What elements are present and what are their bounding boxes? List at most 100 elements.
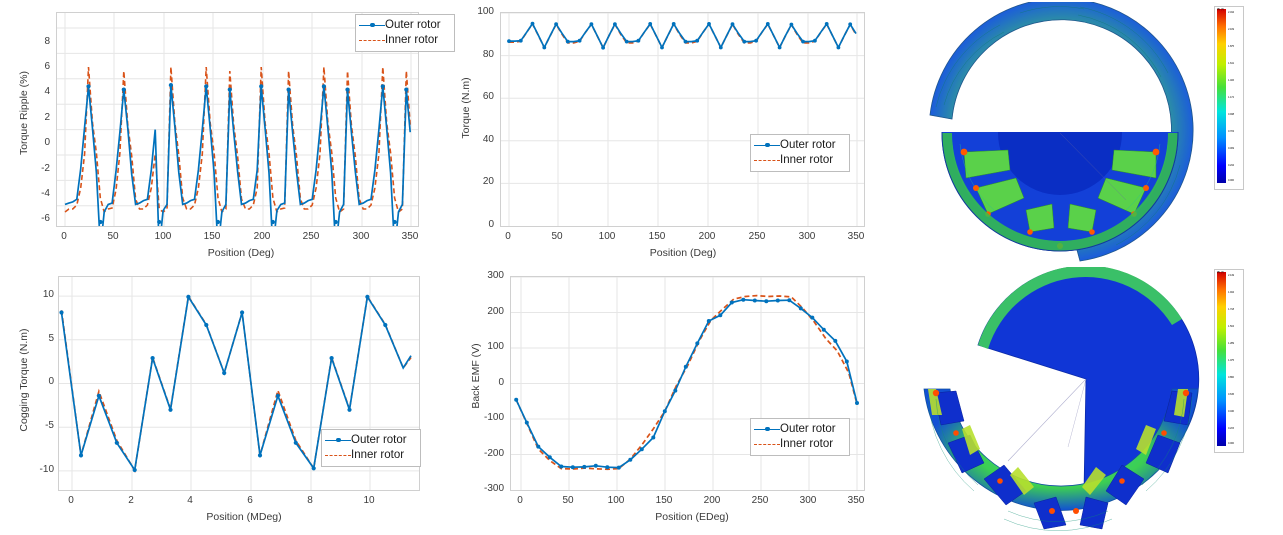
xtick-tr-0: 0 [61,231,67,242]
colorbar-label-bottom-10: 0.000 [1228,442,1234,445]
ytick-emf-0: 0 [498,376,504,388]
stator-teeth-top-fig [963,149,1157,233]
legend-torque[interactable]: Outer rotor Inner rotor [750,134,850,172]
yaxis-label-torque: Torque (N.m) [460,77,472,139]
colorbar-strip-top [1217,9,1226,183]
ytick-tq-60: 60 [482,91,494,103]
ytick-emf-m300: -300 [483,483,504,494]
series-outer-rotor-torque [509,21,857,50]
ytick-cog-0: 0 [48,376,54,388]
legend-line-inner-icon [359,35,385,47]
legend-label-outer-rotor: Outer rotor [780,423,836,435]
xtick-tr-250: 250 [302,231,320,242]
series-outer-rotor-torque-ripple [64,85,412,226]
colorbar-label-bottom-5: 1.075 [1228,359,1234,362]
ytick-cog-10: 10 [42,289,54,300]
xtick-emf-350: 350 [847,495,865,506]
legend-label-outer-rotor: Outer rotor [351,434,407,446]
fea-svg-top [929,2,1194,262]
series-inner-rotor-torque [509,22,857,50]
xtick-tq-300: 300 [798,231,816,242]
yaxis-label-backemf: Back EMF (V) [470,343,482,409]
xtick-tr-350: 350 [401,231,419,242]
plot-svg-torque [501,13,864,226]
colorbar-label-top-6: 0.938 [1228,113,1234,116]
saturation-spots-bottom [932,389,1190,514]
colorbar-label-top-0: 2.344 [1228,11,1234,14]
colorbar-label-bottom-3: 1.504 [1228,325,1234,328]
colorbar-label-bottom-2: 1.718 [1228,308,1234,311]
colorbar-unit-bottom: |B| (T) [1217,270,1225,274]
xtick-tr-150: 150 [203,231,221,242]
legend-backemf[interactable]: Outer rotor Inner rotor [750,418,850,456]
legend-row-inner-rotor[interactable]: Inner rotor [754,153,845,168]
chart-panel-torque: 100 80 60 40 20 0 0 50 100 150 200 250 3… [440,0,890,268]
ytick-emf-300: 300 [487,270,504,281]
ytick-tq-80: 80 [482,48,494,60]
colorbar-bottom: |B| (T) 2.149 1.934 1.718 1.504 1.289 1.… [1214,269,1244,453]
legend-torque-ripple[interactable]: Outer rotor Inner rotor [355,14,455,52]
xaxis-label-backemf: Position (EDeg) [655,511,729,523]
markers-outer-rotor-cogging [59,294,388,473]
legend-line-inner-icon [325,450,351,462]
series-inner-rotor-backemf [515,294,858,471]
colorbar-label-bottom-4: 1.289 [1228,342,1234,345]
fea-svg-bottom [923,267,1200,531]
colorbar-strip-bottom [1217,272,1226,446]
ytick-tr-m6: -6 [41,213,50,225]
ytick-tr-m2: -2 [41,162,50,174]
colorbar-label-bottom-6: 0.860 [1228,376,1234,379]
plot-svg-backemf [511,277,864,490]
stator-inner-bottom-top-fig [941,132,1179,252]
chart-panel-torque-ripple: 8 6 4 2 0 -2 -4 -6 0 50 100 150 200 250 … [0,0,455,268]
markers-outer-rotor-torque [507,21,853,50]
ytick-cog-m5: -5 [45,420,54,432]
legend-row-outer-rotor[interactable]: Outer rotor [754,138,845,153]
pole-transition-patches-bottom [928,389,1188,495]
outer-rotor-ring-top [929,2,1194,262]
ytick-tr-4: 4 [44,86,50,98]
legend-row-inner-rotor[interactable]: Inner rotor [359,33,450,48]
colorbar-label-top-8: 0.469 [1228,147,1234,150]
xtick-cog-2: 2 [128,495,134,506]
legend-row-inner-rotor[interactable]: Inner rotor [754,437,845,452]
ytick-emf-m100: -100 [483,412,504,423]
plot-area-cogging-torque [58,276,420,491]
xtick-tq-150: 150 [648,231,666,242]
xaxis-label-torque-ripple: Position (Deg) [207,247,275,259]
legend-row-inner-rotor[interactable]: Inner rotor [325,448,416,463]
xtick-tq-350: 350 [847,231,865,242]
ytick-tr-6: 6 [44,60,50,72]
legend-row-outer-rotor[interactable]: Outer rotor [754,422,845,437]
colorbar-label-top-3: 1.641 [1228,62,1234,65]
legend-row-outer-rotor[interactable]: Outer rotor [325,433,416,448]
ytick-cog-5: 5 [48,332,54,344]
ytick-emf-m200: -200 [483,447,504,459]
ytick-emf-200: 200 [487,305,504,317]
xtick-tr-50: 50 [107,231,119,242]
ytick-tq-20: 20 [482,176,494,188]
legend-label-inner-rotor: Inner rotor [385,34,439,46]
xtick-cog-6: 6 [247,495,253,506]
ytick-tq-100: 100 [477,6,494,17]
ytick-tq-40: 40 [482,133,494,145]
legend-row-outer-rotor[interactable]: Outer rotor [359,18,450,33]
plot-area-back-emf [510,276,865,491]
chart-panel-cogging-torque: 10 5 0 -5 -10 0 2 4 6 8 10 Position (MDe… [0,266,440,535]
colorbar-label-bottom-7: 0.645 [1228,393,1234,396]
plot-svg-cogging [59,277,419,490]
legend-cogging[interactable]: Outer rotor Inner rotor [321,429,421,467]
colorbar-label-bottom-8: 0.430 [1228,410,1234,413]
fea-plot-bottom: |B| (T) 2.149 1.934 1.718 1.504 1.289 1.… [890,267,1283,535]
airgap-seam-bottom-2 [1067,378,1087,448]
xtick-cog-4: 4 [187,495,193,506]
xtick-cog-0: 0 [68,495,74,506]
xtick-emf-200: 200 [703,495,721,506]
xtick-tq-50: 50 [551,231,563,242]
legend-label-outer-rotor: Outer rotor [385,19,441,31]
colorbar-label-bottom-1: 1.934 [1228,291,1234,294]
airgap-seam-bottom [1007,378,1087,462]
legend-label-inner-rotor: Inner rotor [351,449,405,461]
xtick-emf-150: 150 [655,495,673,506]
